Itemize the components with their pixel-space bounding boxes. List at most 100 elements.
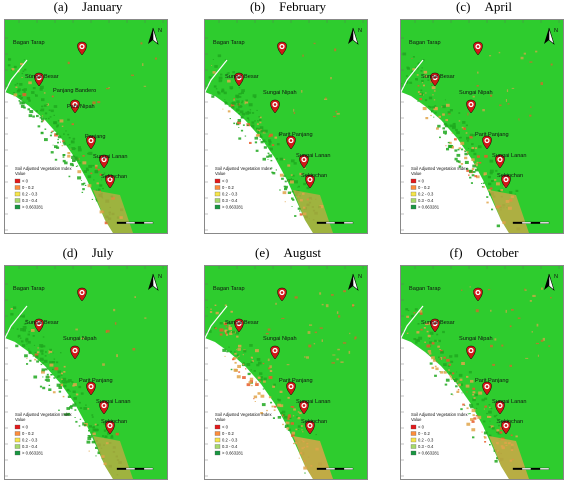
legend-item: < 0 [14, 425, 29, 430]
legend-swatch [410, 198, 417, 203]
scale-bar [512, 467, 550, 470]
map-panel-january: (a) January N Bagan Tarap Sungai Besar Panja… [0, 0, 176, 236]
legend-subtitle: Value [411, 171, 422, 176]
location-marker-icon [305, 174, 315, 189]
legend-label: 0.3 - 0.4 [22, 198, 38, 203]
legend-item: < 0 [410, 425, 425, 430]
place-label: Sungai Lanan [492, 399, 527, 405]
scale-bar [316, 221, 354, 224]
legend-swatch [14, 198, 21, 203]
location-marker-icon [99, 400, 109, 415]
panel-month: April [484, 0, 512, 14]
legend-swatch [214, 424, 221, 430]
place-label: Sungai Lanan [492, 153, 527, 159]
place-label: Sungai Besar [421, 74, 455, 80]
location-marker-icon [105, 174, 115, 189]
location-marker-icon [299, 154, 309, 169]
legend-item: < 0 [214, 179, 229, 184]
legend-item: < 0 [14, 178, 29, 184]
place-label: Sungai Lanan [296, 399, 331, 405]
legend-swatch [214, 444, 221, 449]
legend-label: 0.2 - 0.3 [22, 438, 38, 443]
place-label: Sekinchan [301, 419, 327, 425]
legend-item: 0 - 0.2 [14, 431, 35, 436]
map-frame: N Bagan Tarap Sungai Besar Sungai Nipah Pari… [400, 19, 564, 234]
location-marker-icon [34, 318, 44, 333]
place-label: Panjang Bandero [53, 88, 96, 94]
location-marker-icon [277, 41, 287, 56]
legend-label: 0.3 - 0.4 [22, 444, 38, 449]
legend-swatch [14, 431, 21, 436]
legend-item: > 0.663281 [214, 205, 244, 210]
legend-swatch [14, 178, 21, 184]
legend-title: Soil Adjusted Vegetation Index [215, 166, 272, 171]
north-label: N [358, 274, 362, 280]
location-marker-icon [270, 345, 280, 360]
location-marker-icon [77, 41, 87, 56]
legend-swatch [410, 437, 417, 443]
legend-swatch [14, 191, 21, 197]
place-label: Sungai Nipah [459, 90, 493, 96]
scale-bar [116, 221, 154, 224]
legend-swatch [214, 191, 221, 197]
place-label: Bagan Tarap [13, 40, 45, 46]
legend-title: Soil Adjusted Vegetation Index [15, 166, 72, 171]
land-area [205, 266, 367, 479]
legend-item: 0.3 - 0.4 [410, 198, 434, 203]
place-label: Sekinchan [497, 419, 523, 425]
legend-label: < 0 [222, 179, 229, 184]
land-area [5, 20, 167, 233]
location-marker-icon [105, 420, 115, 435]
legend-label: 0 - 0.2 [22, 185, 35, 190]
panel-title: (d) July [0, 245, 176, 261]
north-arrow-icon: N [348, 273, 362, 291]
north-arrow-icon: N [148, 273, 162, 291]
legend-item: 0 - 0.2 [214, 431, 235, 436]
location-marker-icon [70, 99, 80, 114]
place-label: Parit Panjang [79, 378, 113, 384]
location-marker-icon [466, 345, 476, 360]
map-canvas: N Bagan Tarap Sungai Besar Sungai Nipah Pari… [5, 266, 167, 479]
legend-title: Soil Adjusted Vegetation Index [411, 412, 468, 417]
location-marker-icon [495, 154, 505, 169]
legend-swatch [214, 437, 221, 443]
place-label: Parit Panjang [279, 132, 313, 138]
scale-bar [116, 467, 154, 470]
legend-item: 0 - 0.2 [410, 431, 431, 436]
place-label: Sungai Nipah [63, 336, 97, 342]
legend-label: 0.2 - 0.3 [418, 192, 434, 197]
legend-subtitle: Value [15, 417, 26, 422]
legend-label: 0.3 - 0.4 [222, 444, 238, 449]
north-label: N [554, 274, 558, 280]
panel-title: (b) February [200, 0, 376, 15]
panel-month: February [279, 0, 327, 14]
map-canvas: N Bagan Tarap Sungai Besar Sungai Nipah Pari… [401, 20, 563, 233]
place-label: Sungai Besar [25, 320, 59, 326]
location-marker-icon [495, 400, 505, 415]
legend-item: 0 - 0.2 [14, 185, 35, 190]
map-frame: N Bagan Tarap Sungai Besar Sungai Nipah Pari… [204, 19, 368, 234]
legend-label: 0.3 - 0.4 [418, 198, 434, 203]
panel-month: August [283, 245, 321, 260]
location-marker-icon [482, 381, 492, 396]
legend-subtitle: Value [15, 171, 26, 176]
location-marker-icon [473, 287, 483, 302]
legend-label: > 0.663281 [418, 451, 440, 456]
legend-item: 0.2 - 0.3 [214, 191, 238, 197]
legend-label: 0 - 0.2 [22, 431, 35, 436]
map-panel-april: (c) April N Bagan Tarap Sungai Besar Sungai … [396, 0, 572, 236]
legend-item: 0.2 - 0.3 [410, 192, 434, 197]
legend-swatch [14, 204, 21, 210]
legend-label: > 0.663281 [418, 205, 440, 210]
place-label: Sungai Besar [225, 320, 259, 326]
land-area [205, 20, 367, 233]
legend-label: 0.2 - 0.3 [418, 438, 434, 443]
map-panel-february: (b) February N Bagan Tarap Sungai Besar Sung… [200, 0, 376, 236]
panel-letter: (b) [249, 0, 266, 14]
location-marker-icon [234, 72, 244, 87]
legend-swatch [410, 431, 417, 436]
place-label: Parit Nipah [67, 104, 95, 110]
